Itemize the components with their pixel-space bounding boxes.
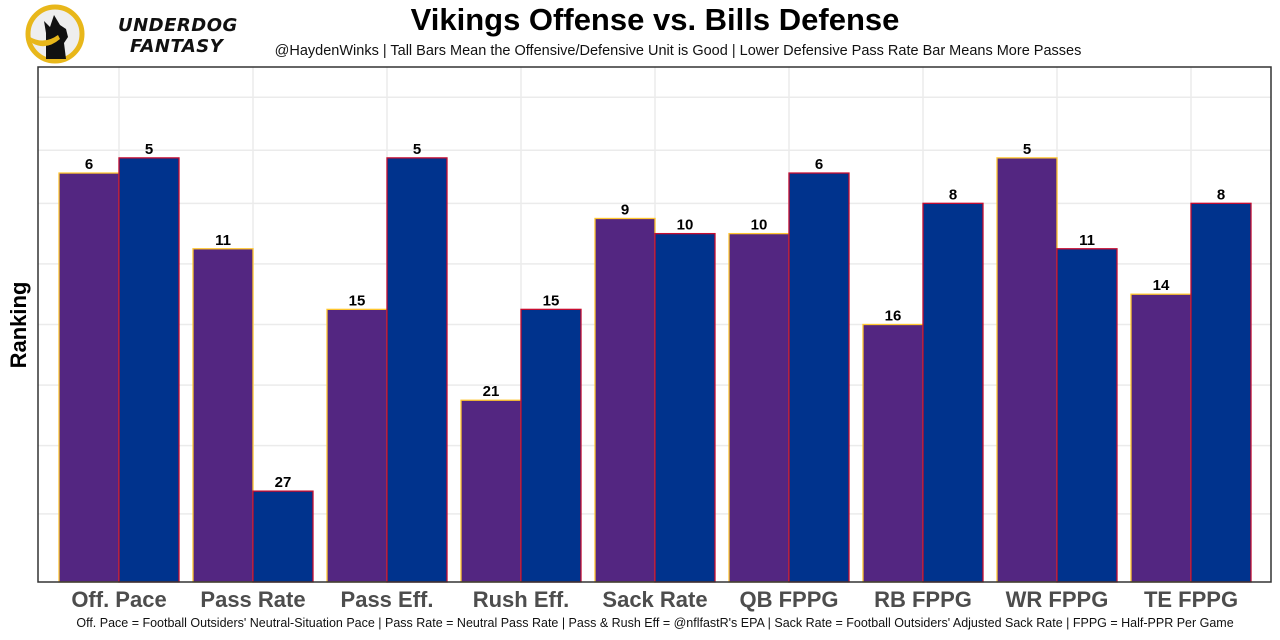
bars (58, 157, 1252, 583)
underdog-fantasy-logo: UNDERDOG FANTASY (24, 3, 244, 65)
data-label: 10 (677, 217, 694, 234)
data-label: 11 (215, 232, 231, 249)
data-label: 6 (85, 156, 93, 173)
x-tick-label: Pass Rate (200, 587, 305, 612)
offense-bar-1 (192, 248, 254, 583)
x-tick-label: Rush Eff. (473, 587, 570, 612)
data-label: 11 (1079, 232, 1095, 249)
data-label: 15 (543, 292, 560, 309)
data-label: 8 (949, 186, 957, 203)
defense-bar-6 (922, 202, 984, 583)
dog-logo-icon (25, 4, 85, 64)
chart-title: Vikings Offense vs. Bills Defense (410, 2, 900, 37)
defense-bar-7 (1056, 248, 1118, 583)
data-label: 5 (1023, 141, 1031, 158)
logo-line1: UNDERDOG (118, 15, 238, 36)
data-label: 5 (145, 141, 153, 158)
data-label: 9 (621, 201, 629, 218)
defense-bar-3 (520, 308, 582, 583)
x-tick-labels: Off. Pace Pass Rate Pass Eff. Rush Eff. Sack… (71, 587, 1238, 612)
x-tick-label: TE FPPG (1144, 587, 1238, 612)
x-tick-label: WR FPPG (1006, 587, 1109, 612)
defense-bar-5 (788, 172, 850, 583)
data-label: 21 (483, 383, 500, 400)
chart-caption: Off. Pace = Football Outsiders' Neutral-… (76, 616, 1234, 630)
defense-bar-4 (654, 232, 716, 583)
offense-bar-2 (326, 308, 388, 583)
offense-bar-6 (862, 323, 924, 583)
plot-frame (37, 66, 1272, 583)
offense-bar-3 (460, 399, 522, 583)
data-label: 27 (275, 474, 292, 491)
offense-bar-8 (1130, 293, 1192, 583)
x-tick-label: Sack Rate (602, 587, 707, 612)
x-tick-label: QB FPPG (739, 587, 838, 612)
x-tick-label: Pass Eff. (341, 587, 434, 612)
defense-bar-0 (118, 157, 180, 583)
data-label: 10 (751, 217, 768, 234)
defense-bar-1 (252, 490, 314, 583)
defense-bar-8 (1190, 202, 1252, 583)
offense-bar-5 (728, 232, 790, 583)
logo-line2: FANTASY (130, 36, 224, 57)
defense-bar-2 (386, 157, 448, 583)
data-label: 14 (1153, 277, 1170, 294)
data-label: 6 (815, 156, 823, 173)
data-label: 8 (1217, 186, 1225, 203)
offense-bar-7 (996, 157, 1058, 583)
offense-bar-4 (594, 217, 656, 583)
data-label: 15 (349, 292, 366, 309)
data-label: 5 (413, 141, 421, 158)
chart-subtitle: @HaydenWinks | Tall Bars Mean the Offens… (274, 43, 1082, 59)
x-tick-label: Off. Pace (71, 587, 166, 612)
offense-bar-0 (58, 172, 120, 583)
data-label: 16 (885, 308, 902, 325)
x-tick-label: RB FPPG (874, 587, 972, 612)
y-axis-label: Ranking (6, 282, 31, 369)
data-labels: 6 11 15 21 9 10 16 5 14 5 27 5 15 10 6 8 11 8 (85, 141, 1225, 491)
